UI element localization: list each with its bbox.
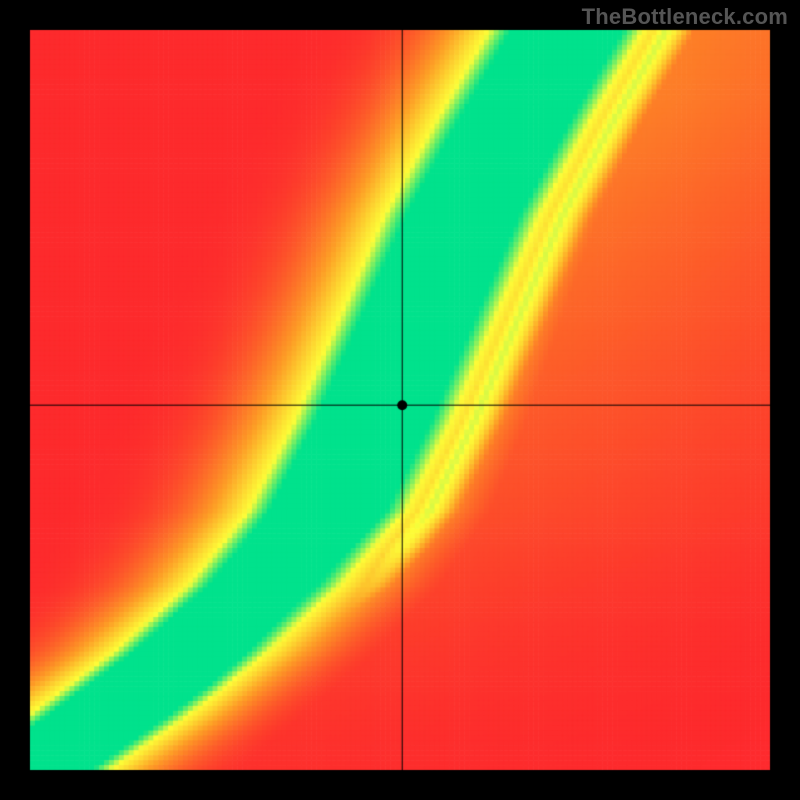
chart-container: { "watermark": { "text": "TheBottleneck.…	[0, 0, 800, 800]
bottleneck-heatmap	[0, 0, 800, 800]
watermark-text: TheBottleneck.com	[582, 4, 788, 30]
